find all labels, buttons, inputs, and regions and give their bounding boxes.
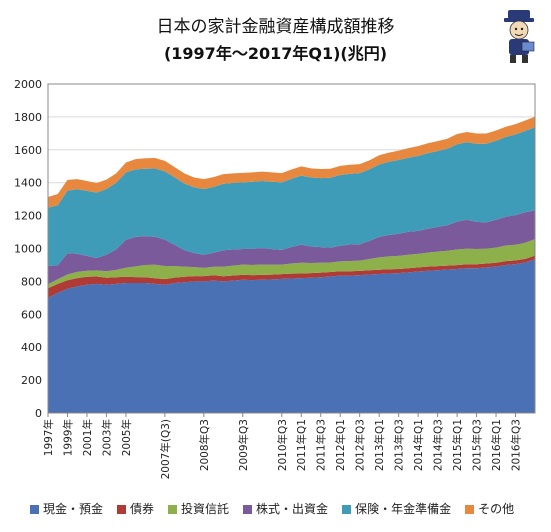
x-tick-label: 2011年Q1	[295, 419, 308, 471]
x-tick-label: 2007年(Q3)	[159, 419, 172, 479]
x-tick-label: 2016年Q3	[510, 419, 523, 471]
x-tick-label: 2011年Q3	[315, 419, 328, 471]
x-tick-label: 2015年Q1	[451, 419, 464, 471]
legend-item: 債券	[117, 500, 154, 517]
x-tick-label: 1997年	[42, 419, 55, 456]
legend-label: 現金・預金	[43, 502, 104, 516]
legend-item: その他	[465, 500, 514, 517]
legend-swatch	[168, 505, 178, 514]
area-保険・年金準備金	[48, 127, 535, 267]
legend-item: 投資信託	[168, 500, 229, 517]
x-tick-label: 1999年	[61, 419, 74, 456]
plot-border	[47, 83, 536, 414]
y-tick-label: 600	[21, 308, 42, 321]
legend-item: 株式・出資金	[243, 500, 328, 517]
legend: 現金・預金 債券 投資信託 株式・出資金 保険・年金準備金 その他	[30, 500, 550, 522]
legend-label: その他	[478, 502, 515, 516]
x-tick-label: 2005年	[120, 419, 133, 456]
x-tick-label: 2013年Q3	[393, 419, 406, 471]
y-tick-label: 1400	[14, 177, 42, 190]
area-投資信託	[48, 239, 535, 289]
legend-label: 株式・出資金	[256, 502, 329, 516]
legend-label: 保険・年金準備金	[355, 502, 452, 516]
x-tick-label: 2015年Q3	[471, 419, 484, 471]
y-tick-label: 2000	[14, 78, 42, 91]
y-tick-label: 1600	[14, 144, 42, 157]
x-axis: 1997年 1999年 2001年 2003年 2005年 2007年(Q3) 2008年Q…	[42, 413, 523, 479]
legend-item: 保険・年金準備金	[342, 500, 451, 517]
x-tick-label: 2003年	[100, 419, 113, 456]
area-株式・出資金	[48, 210, 535, 285]
y-tick-label: 1800	[14, 111, 42, 124]
x-tick-label: 2001年	[81, 419, 94, 456]
legend-swatch	[243, 505, 253, 514]
legend-label: 債券	[130, 502, 155, 516]
chart-title-line2: (1997年～2017年Q1)(兆円)	[163, 44, 388, 63]
y-tick-label: 800	[21, 275, 42, 288]
area-その他	[48, 116, 535, 208]
legend-swatch	[117, 505, 127, 514]
x-tick-label: 2008年Q3	[198, 419, 211, 471]
y-tick-label: 1200	[14, 210, 42, 223]
y-tick-label: 0	[35, 407, 42, 420]
x-tick-label: 2010年Q3	[276, 419, 289, 471]
y-axis: 0 200 400 600 800 1000 1200 1400 1600 1800 2000	[14, 78, 42, 420]
x-tick-label: 2009年Q3	[237, 419, 250, 471]
area-現金・預金	[48, 259, 535, 413]
plot-frame	[47, 83, 536, 414]
x-tick-label: 2013年Q1	[373, 419, 386, 471]
x-tick-label: 2012年Q1	[334, 419, 347, 471]
legend-label: 投資信託	[181, 502, 230, 516]
mascot-logo-icon	[504, 10, 535, 63]
legend-swatch	[342, 505, 352, 514]
legend-swatch	[465, 505, 475, 514]
x-tick-label: 2016年Q1	[490, 419, 503, 471]
legend-swatch	[30, 505, 39, 514]
y-tick-label: 1000	[14, 243, 42, 256]
y-tick-label: 400	[21, 341, 42, 354]
area-series	[48, 116, 535, 413]
legend-item: 現金・預金	[30, 500, 103, 517]
x-tick-label: 2014年Q1	[412, 419, 425, 471]
x-tick-label: 2014年Q3	[432, 419, 445, 471]
y-tick-label: 200	[21, 374, 42, 387]
x-tick-label: 2012年Q3	[354, 419, 367, 471]
area-債券	[48, 255, 535, 298]
chart-title-line1: 日本の家計金融資産構成額推移	[156, 17, 395, 37]
